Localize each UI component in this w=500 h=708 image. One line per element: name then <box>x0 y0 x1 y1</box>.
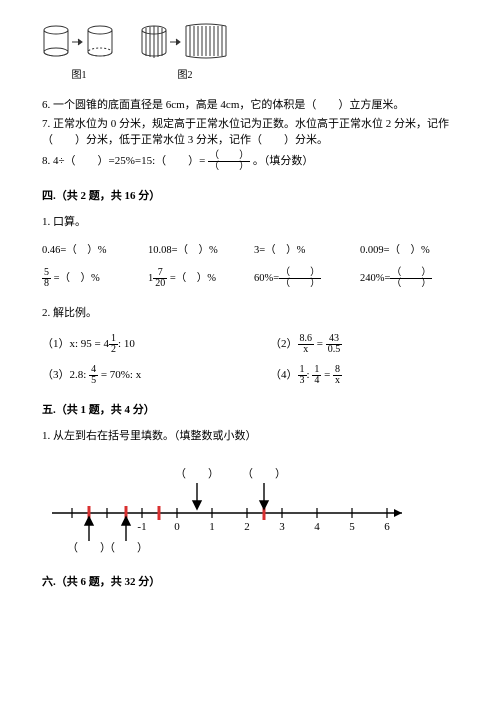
kousuan-cell: 5 8 =（ ）% <box>42 268 140 289</box>
svg-text:（ ）: （ ） <box>104 541 148 553</box>
svg-text:（ ）: （ ） <box>242 467 286 480</box>
number-line: -10 12 34 56 （ ）（ ） （ ）（ ） <box>42 463 458 559</box>
svg-text:（ ）: （ ） <box>175 467 219 480</box>
kousuan-cell: 3=（ ）% <box>254 243 352 259</box>
kousuan-cell: 0.46=（ ）% <box>42 243 140 259</box>
svg-text:-1: -1 <box>137 521 146 533</box>
blank-fraction: （ ） （ ） <box>279 268 321 289</box>
figures-row: 图1 图2 <box>42 20 458 83</box>
kousuan-cell: 1 7 20 =（ ）% <box>148 268 246 289</box>
svg-text:1: 1 <box>209 521 215 533</box>
frac-7-20: 7 20 <box>153 268 167 289</box>
svg-text:3: 3 <box>279 521 285 533</box>
section-5-q1: 1. 从左到右在括号里填数。（填整数或小数） <box>42 428 458 445</box>
svg-text:2: 2 <box>244 521 250 533</box>
figure-1-label: 图1 <box>42 68 116 83</box>
svg-text:6: 6 <box>384 521 390 533</box>
kousuan-cell: 0.009=（ ）% <box>360 243 458 259</box>
question-6: 6. 一个圆锥的底面直径是 6cm，高是 4cm，它的体积是（ ）立方厘米。 <box>42 97 458 114</box>
proportion-1: （1）x: 95 = 4 1 2 : 10 <box>42 334 230 355</box>
svg-text:4: 4 <box>314 521 320 533</box>
proportion-3: （3）2.8: 4 5 = 70%: x <box>42 365 230 386</box>
figure-2: 图2 <box>140 20 230 83</box>
section-6-title: 六.（共 6 题，共 32 分） <box>42 574 458 591</box>
figure-2-label: 图2 <box>140 68 230 83</box>
section-4-q2: 2. 解比例。 <box>42 305 458 322</box>
proportion-4: （4） 1 3 : 1 4 = 8 x <box>270 365 458 386</box>
frac-5-8: 5 8 <box>42 268 51 289</box>
q8-fraction: （ ） （ ） <box>208 151 250 172</box>
kousuan-grid: 0.46=（ ）% 10.08=（ ）% 3=（ ）% 0.009=（ ）% 5… <box>42 243 458 290</box>
section-4-title: 四.（共 2 题，共 16 分） <box>42 188 458 205</box>
svg-text:5: 5 <box>349 521 355 533</box>
kousuan-cell: 60%= （ ） （ ） <box>254 268 352 289</box>
svg-text:0: 0 <box>174 521 180 533</box>
kousuan-cell: 240%= （ ） （ ） <box>360 268 458 289</box>
question-7: 7. 正常水位为 0 分米，规定高于正常水位记为正数。水位高于正常水位 2 分米… <box>42 116 458 149</box>
figure-1: 图1 <box>42 20 116 83</box>
q8-prefix: 8. 4÷（ ）=25%=15:（ ）= <box>42 155 208 167</box>
proportion-2: （2） 8.6 x = 43 0.5 <box>270 334 458 355</box>
blank-fraction: （ ） （ ） <box>390 268 432 289</box>
proportion-grid: （1）x: 95 = 4 1 2 : 10 （2） 8.6 x = 43 0.5… <box>42 334 458 386</box>
kousuan-cell: 10.08=（ ）% <box>148 243 246 259</box>
section-5-title: 五.（共 1 题，共 4 分） <box>42 402 458 419</box>
question-8: 8. 4÷（ ）=25%=15:（ ）= （ ） （ ） 。（填分数） <box>42 151 458 172</box>
q8-suffix: 。（填分数） <box>253 155 314 167</box>
section-4-q1: 1. 口算。 <box>42 214 458 231</box>
